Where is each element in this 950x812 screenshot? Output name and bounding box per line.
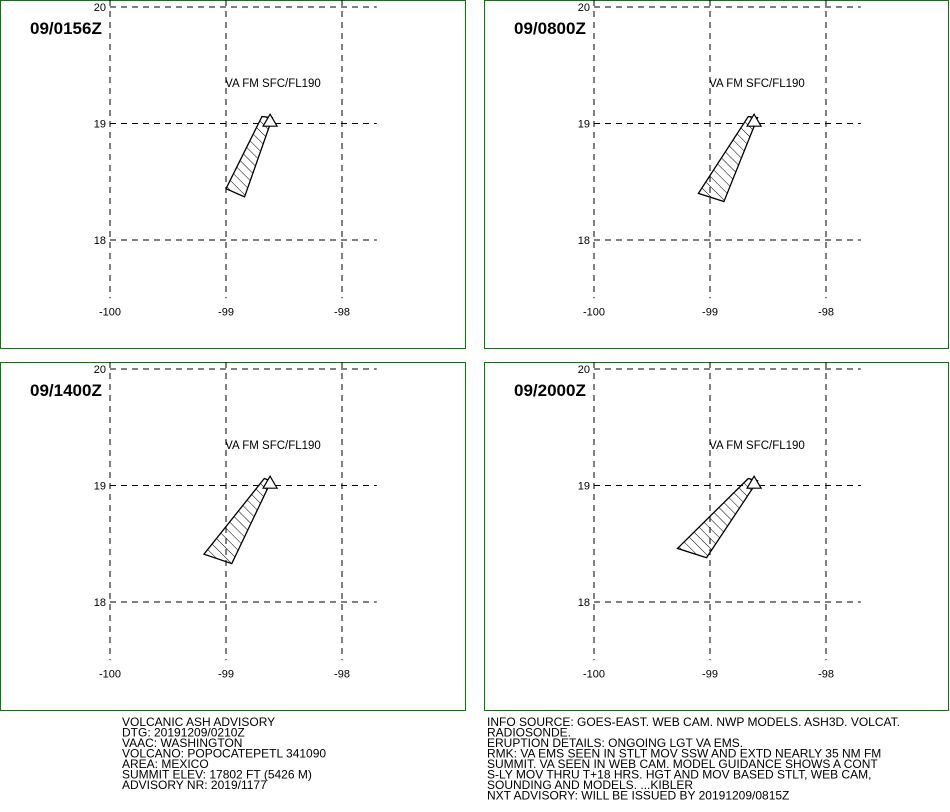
panel-frame	[0, 0, 466, 349]
advisory-line: VAAC: WASHINGTON	[122, 736, 242, 750]
advisory-line: SUMMIT ELEV: 17802 FT (5426 M)	[122, 768, 312, 782]
ash-polygon	[697, 115, 759, 203]
y-tick-label: 18	[94, 235, 106, 247]
x-tick-label: -99	[218, 306, 234, 318]
advisory-line: INFO SOURCE: GOES-EAST. WEB CAM. NWP MOD…	[487, 715, 900, 729]
x-tick-label: -100	[99, 306, 121, 318]
advisory-line: AREA: MEXICO	[122, 757, 209, 771]
advisory-line: SOUNDING AND MODELS. ...KIBLER	[487, 778, 693, 792]
y-tick-label: 19	[578, 481, 590, 493]
x-tick-label: -100	[99, 668, 121, 680]
advisory-line: NXT ADVISORY: WILL BE ISSUED BY 20191209…	[487, 789, 789, 803]
map-panel: -100 -99 -98 18 19 20 09/0156Z VA FM SFC/FL190	[0, 0, 466, 349]
forecast-time: 09/2000Z	[514, 381, 586, 400]
ash-polygon	[202, 477, 273, 565]
forecast-time: 09/1400Z	[30, 381, 102, 400]
advisory-line: RADIOSONDE.	[487, 726, 571, 740]
forecast-time: 09/0800Z	[514, 19, 586, 38]
volcano-marker	[262, 474, 279, 489]
volcano-marker	[262, 112, 279, 127]
volcano-marker	[746, 474, 763, 489]
ash-polygon	[676, 477, 759, 559]
advisory-line: S-LY MOV THRU T+18 HRS. HGT AND MOV BASE…	[487, 768, 871, 782]
x-tick-label: -100	[583, 306, 605, 318]
y-tick-label: 19	[94, 119, 106, 131]
ash-polygon	[225, 115, 274, 198]
ash-level-label: VA FM SFC/FL190	[709, 440, 805, 452]
advisory-line: VOLCANIC ASH ADVISORY	[122, 715, 275, 729]
y-tick-label: 18	[578, 235, 590, 247]
map-panel: -100 -99 -98 18 19 20 09/2000Z VA FM SFC/FL190	[484, 362, 949, 711]
advisory-line: VOLCANO: POPOCATEPETL 341090	[122, 747, 326, 761]
advisory-line: RMK: VA EMS SEEN IN STLT MOV SSW AND EXT…	[487, 747, 881, 761]
y-tick-label: 20	[578, 2, 590, 14]
panel-frame	[484, 0, 949, 349]
y-tick-label: 18	[94, 597, 106, 609]
x-tick-label: -98	[818, 306, 834, 318]
x-tick-label: -100	[583, 668, 605, 680]
forecast-time: 09/0156Z	[30, 19, 102, 38]
y-tick-label: 19	[578, 119, 590, 131]
ash-level-label: VA FM SFC/FL190	[225, 440, 321, 452]
advisory-line: ADVISORY NR: 2019/1177	[122, 778, 267, 792]
x-tick-label: -99	[218, 668, 234, 680]
advisory-line: DTG: 20191209/0210Z	[122, 726, 245, 740]
map-panel: -100 -99 -98 18 19 20 09/0800Z VA FM SFC/FL190	[484, 0, 949, 349]
panel-frame	[0, 362, 466, 711]
y-tick-label: 18	[578, 597, 590, 609]
x-tick-label: -99	[702, 668, 718, 680]
x-tick-label: -99	[702, 306, 718, 318]
map-panel: -100 -99 -98 18 19 20 09/1400Z VA FM SFC/FL190	[0, 362, 466, 711]
ash-level-label: VA FM SFC/FL190	[225, 78, 321, 90]
y-tick-label: 19	[94, 481, 106, 493]
advisory-line: SUMMIT. VA SEEN IN WEB CAM. MODEL GUIDAN…	[487, 757, 878, 771]
x-tick-label: -98	[334, 306, 350, 318]
panel-frame	[484, 362, 949, 711]
y-tick-label: 20	[578, 364, 590, 376]
x-tick-label: -98	[334, 668, 350, 680]
advisory-line: ERUPTION DETAILS: ONGOING LGT VA EMS.	[487, 736, 743, 750]
y-tick-label: 20	[94, 2, 106, 14]
y-tick-label: 20	[94, 364, 106, 376]
x-tick-label: -98	[818, 668, 834, 680]
volcano-marker	[746, 112, 763, 127]
ash-level-label: VA FM SFC/FL190	[709, 78, 805, 90]
